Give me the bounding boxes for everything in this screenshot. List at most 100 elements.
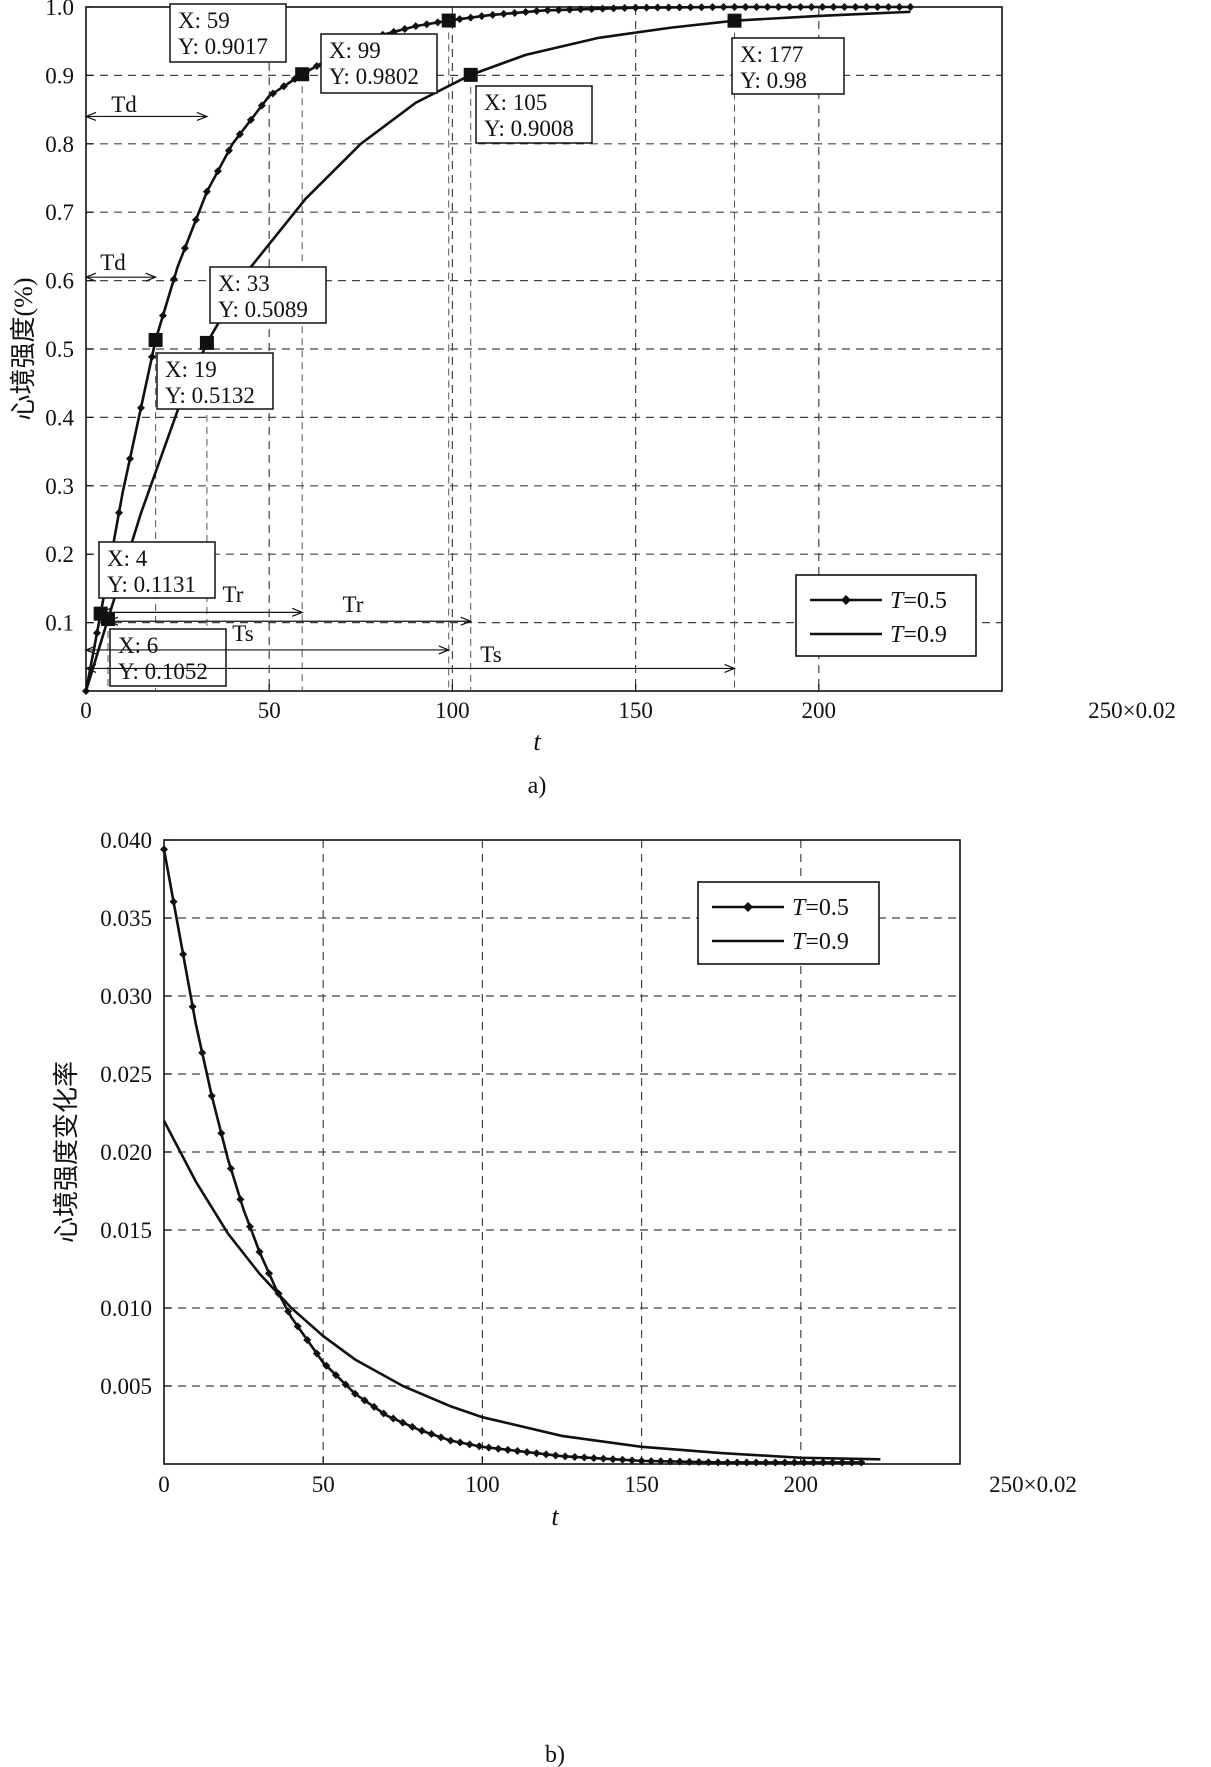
interval-arrow-head-right (460, 616, 473, 626)
interval-arrow-head-right (724, 663, 737, 673)
diamond-marker (884, 3, 893, 11)
legend-label: T=0.5 (792, 895, 849, 921)
diamond-marker (255, 1247, 264, 1256)
legend-label-value: =0.5 (805, 895, 849, 921)
x-unit-label: 250×0.02 (1088, 698, 1176, 723)
y-tick-label: 0.030 (100, 984, 152, 1009)
data-tip-box (475, 85, 593, 144)
diamond-marker (475, 1442, 484, 1451)
data-tip-marker (463, 67, 478, 82)
interval-ts: Ts (84, 621, 451, 655)
diamond-marker (417, 1426, 426, 1435)
data-tip-marker (148, 332, 163, 347)
data-tip-box (169, 3, 287, 63)
x-tick-label: 150 (618, 698, 653, 723)
diamond-marker (554, 5, 563, 14)
data-tip: X: 6Y: 0.1052 (100, 612, 227, 687)
diamond-marker (188, 1002, 197, 1011)
diamond-marker (587, 4, 596, 13)
diamond-marker (561, 1452, 570, 1461)
data-tip-x: X: 99 (329, 38, 381, 63)
diamond-marker (780, 1458, 789, 1467)
diamond-marker (675, 1457, 684, 1466)
diamond-marker (598, 4, 607, 13)
diamond-marker (656, 1457, 665, 1466)
y-tick-label: 0.005 (100, 1374, 152, 1399)
x-tick-label: 50 (312, 1472, 335, 1497)
panel-caption: a) (528, 773, 547, 799)
interval-arrow-head-right (291, 607, 304, 617)
diamond-marker (389, 1414, 398, 1423)
y-tick-label: 0.8 (45, 132, 74, 157)
diamond-marker (466, 13, 475, 22)
data-tip: X: 19Y: 0.5132 (148, 332, 274, 410)
diamond-marker (284, 1307, 293, 1316)
y-tick-label: 0.6 (45, 269, 74, 294)
diamond-marker (543, 6, 552, 15)
interval-arrow-head-left (99, 607, 111, 617)
interval-arrow-head-left (84, 111, 97, 121)
diamond-marker (818, 3, 827, 11)
diamond-marker (360, 1396, 369, 1405)
diamond-marker (857, 1458, 866, 1467)
diamond-marker (455, 15, 464, 24)
diamond-marker (752, 1458, 761, 1467)
diamond-marker (653, 3, 662, 12)
diamond-marker (838, 1458, 847, 1467)
data-tip-marker (199, 335, 214, 350)
legend-diamond-marker (841, 595, 851, 605)
y-tick-label: 0.1 (45, 611, 74, 636)
data-tip: X: 99Y: 0.9802 (320, 13, 456, 94)
data-tip-y: Y: 0.1131 (107, 572, 196, 597)
diamond-marker (265, 1269, 274, 1278)
diamond-marker (771, 1458, 780, 1467)
diamond-marker (207, 1091, 216, 1100)
interval-ts: Ts (84, 642, 737, 673)
diamond-marker (198, 1048, 207, 1057)
data-tip-box (109, 628, 227, 687)
diamond-marker (609, 4, 618, 13)
diamond-marker (398, 1418, 407, 1427)
diamond-marker (774, 3, 783, 11)
data-tip-x: X: 19 (165, 357, 217, 382)
diamond-marker (226, 1164, 235, 1173)
diamond-marker (664, 3, 673, 12)
legend-label: T=0.9 (792, 929, 849, 955)
x-tick-label: 0 (158, 1472, 170, 1497)
diamond-marker (704, 1458, 713, 1467)
diamond-marker (694, 1458, 703, 1467)
data-tip: X: 33Y: 0.5089 (199, 266, 327, 350)
diamond-marker (513, 1446, 522, 1455)
diamond-marker (829, 3, 838, 11)
diamond-marker (488, 10, 497, 19)
diamond-marker (379, 1409, 388, 1418)
diamond-marker (521, 8, 530, 17)
data-tip-marker (295, 67, 310, 82)
diamond-marker (733, 1458, 742, 1467)
y-tick-label: 0.7 (45, 200, 74, 225)
y-axis-label: 心境强度(%) (9, 278, 38, 421)
diamond-marker (895, 3, 904, 11)
diamond-marker (752, 3, 761, 11)
x-axis-label: t (533, 727, 541, 756)
interval-arrow-head-left (84, 272, 97, 282)
diamond-marker (799, 1458, 808, 1467)
data-tip-y: Y: 0.1052 (118, 659, 208, 684)
x-tick-label: 200 (802, 698, 837, 723)
diamond-marker (456, 1438, 465, 1447)
x-tick-label: 50 (258, 698, 281, 723)
diamond-marker (685, 1457, 694, 1466)
diamond-marker (341, 1380, 350, 1389)
legend-label-variable: T (792, 895, 807, 921)
data-tip-box (98, 541, 216, 599)
diamond-marker (741, 3, 750, 11)
diamond-marker (862, 3, 871, 11)
diamond-marker (147, 352, 156, 361)
diamond-marker (303, 1335, 312, 1344)
diamond-marker (873, 3, 882, 11)
diamond-marker (312, 61, 321, 70)
diamond-marker (599, 1454, 608, 1463)
legend-label-value: =0.5 (903, 588, 947, 614)
